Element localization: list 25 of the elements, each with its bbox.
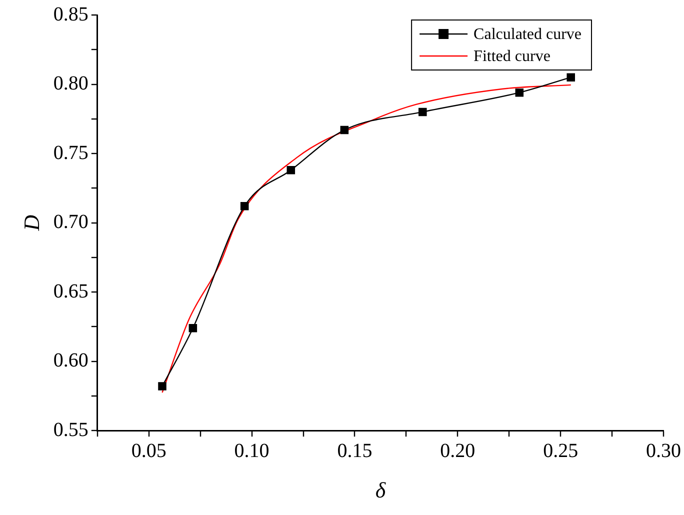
point [418,108,427,116]
x-tick-label: 0.10 [234,440,270,462]
y-tick-label: 0.55 [53,418,88,441]
x-tick-label: 0.30 [646,440,681,462]
legend-label: Fitted curve [474,48,550,66]
x-tick-label: 0.20 [440,440,476,462]
point [566,73,575,82]
legend-label: Calculated curve [474,26,582,44]
x-tick-label: 0.15 [337,440,372,462]
point [240,202,249,210]
y-tick-label: 0.70 [53,211,88,234]
y-tick-label: 0.85 [53,3,88,26]
y-tick-label: 0.80 [53,72,88,95]
y-axis-title: D [18,214,44,232]
y-tick-label: 0.60 [53,350,88,372]
point [188,324,198,332]
x-tick-label: 0.25 [543,440,578,462]
point [158,382,166,390]
point [286,166,296,174]
y-tick-label: 0.65 [53,280,88,302]
point [340,126,349,134]
y-tick-label: 0.75 [53,142,88,164]
point [515,88,524,97]
x-tick-label: 0.05 [131,440,166,462]
x-axis-title: δ [375,478,386,503]
